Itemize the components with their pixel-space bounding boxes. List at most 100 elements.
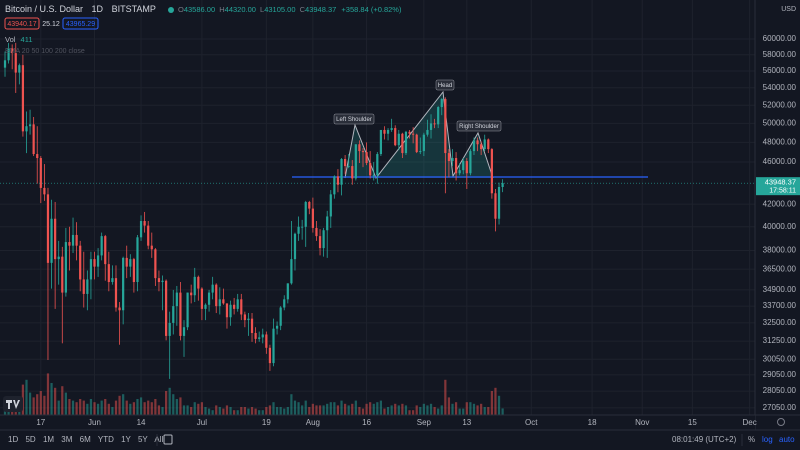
candle-body [329, 194, 332, 217]
candle-body [419, 151, 422, 153]
period[interactable]: 5Y [138, 435, 148, 444]
volume-bar [458, 408, 461, 415]
volume-bar [50, 383, 53, 415]
candle-body [297, 226, 300, 234]
date-range-icon[interactable] [163, 434, 173, 445]
candle-body [75, 234, 78, 246]
ohlc-value: 43948.37 [305, 5, 336, 14]
option[interactable]: auto [779, 435, 795, 444]
ohlc-label: C [300, 5, 306, 14]
option[interactable]: log [762, 435, 773, 444]
bid: 43940.17 [7, 21, 36, 28]
option[interactable]: % [748, 435, 755, 444]
candle-body [383, 129, 386, 134]
indicator-legend: EMA 20 50 100 200 close [5, 48, 85, 55]
volume-bar [268, 405, 272, 415]
volume-bar [118, 395, 121, 415]
volume-bar [229, 407, 232, 415]
volume-bar [272, 402, 275, 415]
period[interactable]: YTD [98, 435, 114, 444]
candle-body [483, 139, 486, 150]
volume-bar [261, 410, 264, 415]
volume-bar [472, 403, 476, 415]
candle-body [265, 334, 268, 348]
period[interactable]: 5D [25, 435, 35, 444]
candle-body [469, 151, 472, 174]
pattern-line [344, 90, 494, 179]
candle-body [397, 133, 400, 146]
ohlc-label: L [260, 5, 264, 14]
ohlc-label: H [219, 5, 224, 14]
volume-bar [57, 400, 60, 415]
candle-body [204, 304, 207, 309]
period[interactable]: 1Y [121, 435, 131, 444]
volume-bar [469, 402, 472, 415]
x-tick-label: 19 [262, 418, 271, 427]
bid-box[interactable] [4, 17, 40, 30]
period[interactable]: 1D [8, 435, 18, 444]
candle-body [218, 299, 221, 307]
candle-body [347, 166, 350, 167]
volume-bar [129, 403, 132, 415]
candle-body [333, 176, 336, 195]
interval: 1D [92, 4, 104, 14]
candle-body [54, 218, 57, 260]
candle-body [283, 299, 286, 308]
candle-body [326, 216, 329, 231]
candle-body [272, 328, 275, 364]
y-tick-label: 58000.00 [763, 50, 797, 59]
volume-bar [329, 402, 332, 415]
volume-bar [326, 403, 329, 415]
candle-body [301, 226, 304, 228]
y-tick-label: 34900.00 [763, 285, 797, 294]
volume-bar [122, 394, 125, 415]
volume-bar [412, 410, 415, 415]
candle-body [157, 278, 161, 283]
volume-bar [451, 403, 454, 415]
candle-body [215, 284, 218, 307]
x-tick-label: Jul [197, 418, 207, 427]
period[interactable]: 3M [61, 435, 72, 444]
volume-bar [89, 399, 93, 415]
candle-body [39, 158, 42, 188]
candle-body [268, 347, 272, 364]
candle-body [494, 193, 497, 219]
candle-body [200, 288, 204, 309]
candle-body [11, 48, 14, 54]
candle-body [93, 259, 96, 267]
volume-bar [394, 403, 397, 415]
candle-body [79, 245, 82, 280]
volume-bar [36, 394, 39, 415]
volume-bar [497, 395, 501, 415]
volume-bar [354, 400, 357, 415]
logo [6, 400, 20, 409]
annotation-box [435, 79, 455, 91]
currency[interactable]: USD [781, 6, 796, 13]
candle-body [111, 278, 114, 283]
time-axis [0, 415, 755, 430]
clock[interactable]: 08:01:49 (UTC+2) [672, 435, 737, 444]
period[interactable]: All [154, 435, 163, 444]
period[interactable]: 1M [43, 435, 54, 444]
ask-box[interactable] [62, 17, 99, 30]
candle-body [57, 256, 60, 260]
volume-bar [222, 408, 225, 415]
settings-icon[interactable] [777, 418, 785, 426]
price-label-box [756, 177, 800, 196]
candle-body [465, 161, 468, 174]
candle-body [71, 234, 75, 246]
volume-bar [401, 403, 404, 415]
volume-bar [480, 403, 483, 415]
volume-bar [369, 402, 372, 415]
volume-bar [422, 403, 425, 415]
candle-body [290, 259, 293, 284]
volume-bar [275, 407, 279, 415]
period[interactable]: 6M [80, 435, 91, 444]
volume-bar [347, 405, 350, 415]
candle-body [308, 201, 311, 209]
y-tick-label: 38000.00 [763, 246, 797, 255]
candle-body [82, 279, 85, 294]
volume-bar [179, 397, 182, 415]
candle-body [125, 257, 128, 267]
